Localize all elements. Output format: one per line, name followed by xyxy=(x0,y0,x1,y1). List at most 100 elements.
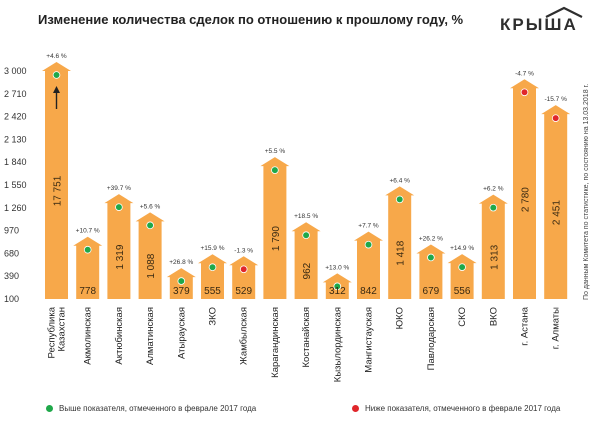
bar xyxy=(42,62,71,299)
y-tick-label: 3 000 xyxy=(4,66,27,76)
status-dot-green xyxy=(271,166,279,174)
status-dot-green xyxy=(83,245,92,254)
legend-below-label: Ниже показателя, отмеченного в феврале 2… xyxy=(365,404,561,413)
category-label: Мангистауская xyxy=(364,307,375,373)
arrow-head-icon xyxy=(53,86,60,93)
change-label: +4.6 % xyxy=(46,53,67,60)
value-label: 962 xyxy=(302,262,313,279)
bar xyxy=(354,231,383,299)
category-label: Акмолинская xyxy=(83,307,94,365)
status-dot-green xyxy=(208,263,217,272)
status-dot-green xyxy=(177,277,186,285)
category-label: Карагандинская xyxy=(270,307,281,378)
change-label: -4.7 % xyxy=(515,70,534,77)
source-note-text: По данным Комитета по статистике, по сос… xyxy=(583,83,590,300)
change-label: +5.6 % xyxy=(140,203,161,210)
roof-icon xyxy=(545,6,583,18)
status-dot-green xyxy=(458,263,466,271)
category-label: ЗКО xyxy=(208,307,219,326)
bar xyxy=(229,256,259,299)
bar xyxy=(260,157,290,299)
change-label: +14.9 % xyxy=(450,245,474,252)
bar xyxy=(104,194,134,299)
category-label: Алматинская xyxy=(145,307,156,365)
category-label: Атырауская xyxy=(176,307,187,359)
change-label: +10.7 % xyxy=(76,228,100,235)
change-label: +5.5 % xyxy=(265,148,286,155)
value-label: 1 088 xyxy=(146,253,157,278)
y-tick-label: 2 130 xyxy=(4,134,27,144)
chart-title: Изменение количества сделок по отношению… xyxy=(38,12,464,27)
bar xyxy=(385,186,415,299)
y-tick-label: 970 xyxy=(4,226,19,236)
change-label: -15.7 % xyxy=(544,96,567,103)
legend-above: Выше показателя, отмеченного в феврале 2… xyxy=(46,404,256,413)
value-label: 842 xyxy=(360,286,377,297)
bar xyxy=(416,244,446,299)
change-label: -1.3 % xyxy=(234,247,253,254)
value-label: 778 xyxy=(79,286,96,297)
value-label: 556 xyxy=(454,286,471,297)
y-tick-label: 1 260 xyxy=(4,203,27,213)
bar xyxy=(73,236,103,299)
category-label: СКО xyxy=(457,307,468,327)
category-label: г. Алматы xyxy=(551,307,562,349)
value-label: 312 xyxy=(329,286,346,297)
legend-above-label: Выше показателя, отмеченного в феврале 2… xyxy=(59,404,257,413)
value-label: 1 790 xyxy=(271,226,282,251)
category-label: Жамбылская xyxy=(239,307,250,365)
bar xyxy=(541,105,570,299)
category-label: Казахстан xyxy=(57,307,68,352)
value-label: 2 780 xyxy=(521,187,532,212)
status-dot-green xyxy=(302,231,310,240)
status-dot-green xyxy=(427,253,435,262)
change-label: +18.5 % xyxy=(294,213,318,220)
y-tick-label: 100 xyxy=(4,294,19,304)
status-dot-green xyxy=(395,195,404,204)
value-label: 1 418 xyxy=(396,240,407,265)
status-dot-green xyxy=(52,71,61,79)
category-label: Актюбинская xyxy=(114,307,125,365)
change-label: +6.4 % xyxy=(389,177,410,184)
y-tick-label: 2 710 xyxy=(4,89,27,99)
value-label: 379 xyxy=(173,286,190,297)
green-dot-icon xyxy=(46,405,53,412)
change-label: +7.7 % xyxy=(358,223,379,230)
y-tick-label: 2 420 xyxy=(4,112,27,122)
change-label: +6.2 % xyxy=(483,186,504,193)
logo-text: КРЫША xyxy=(500,15,578,34)
value-label: 679 xyxy=(423,286,440,297)
category-label: Республика xyxy=(47,306,58,358)
bar xyxy=(198,254,227,299)
category-label: Павлодарская xyxy=(426,307,437,370)
category-label: Кызылординская xyxy=(332,307,343,382)
status-dot-green xyxy=(489,203,498,212)
category-label: г. Астана xyxy=(520,306,531,345)
y-tick-label: 1 550 xyxy=(4,180,27,190)
bar xyxy=(510,79,539,299)
bar xyxy=(478,194,508,299)
change-label: +15.9 % xyxy=(200,245,224,252)
change-label: +26.2 % xyxy=(419,235,443,242)
value-label: 529 xyxy=(235,286,252,297)
status-dot-green xyxy=(364,240,373,249)
value-label: 1 313 xyxy=(489,244,500,269)
value-label: 555 xyxy=(204,286,221,297)
category-label: ЮКО xyxy=(395,307,406,329)
source-note: По данным Комитета по статистике, по сос… xyxy=(574,60,590,300)
red-dot-icon xyxy=(352,405,359,412)
value-label: 2 451 xyxy=(552,200,563,225)
y-tick-label: 680 xyxy=(4,248,19,258)
category-label: ВКО xyxy=(488,307,499,326)
value-label: 1 319 xyxy=(115,244,126,269)
status-dot-red xyxy=(239,265,248,274)
status-dot-red xyxy=(520,88,529,97)
krysha-logo: КРЫША xyxy=(500,6,584,34)
y-tick-label: 1 840 xyxy=(4,157,27,167)
bar xyxy=(135,212,165,299)
status-dot-green xyxy=(333,282,342,291)
change-label: +26.8 % xyxy=(169,259,193,266)
legend-below: Ниже показателя, отмеченного в феврале 2… xyxy=(352,404,560,413)
value-label: 17 751 xyxy=(53,175,64,206)
